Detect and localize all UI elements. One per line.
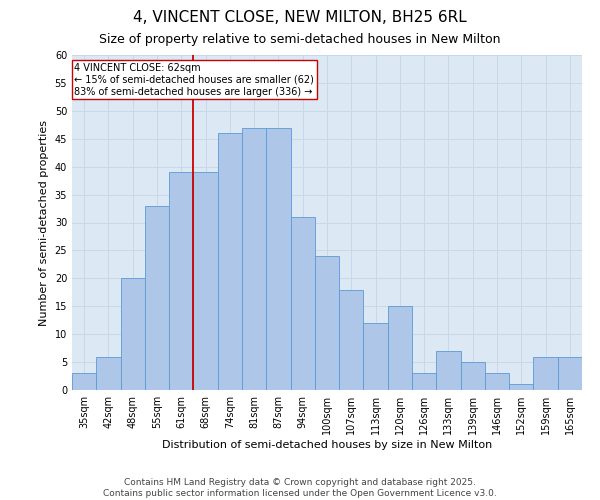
Text: 4 VINCENT CLOSE: 62sqm
← 15% of semi-detached houses are smaller (62)
83% of sem: 4 VINCENT CLOSE: 62sqm ← 15% of semi-det… <box>74 64 314 96</box>
Bar <box>315 256 339 390</box>
Text: Contains HM Land Registry data © Crown copyright and database right 2025.
Contai: Contains HM Land Registry data © Crown c… <box>103 478 497 498</box>
Bar <box>558 356 582 390</box>
Bar <box>339 290 364 390</box>
Bar <box>388 306 412 390</box>
Bar <box>533 356 558 390</box>
Bar <box>436 351 461 390</box>
Bar <box>218 133 242 390</box>
Bar <box>485 373 509 390</box>
Bar <box>461 362 485 390</box>
X-axis label: Distribution of semi-detached houses by size in New Milton: Distribution of semi-detached houses by … <box>162 440 492 450</box>
Bar <box>96 356 121 390</box>
Bar <box>412 373 436 390</box>
Bar <box>509 384 533 390</box>
Bar <box>364 323 388 390</box>
Bar <box>193 172 218 390</box>
Bar <box>121 278 145 390</box>
Bar <box>266 128 290 390</box>
Bar <box>290 217 315 390</box>
Bar <box>145 206 169 390</box>
Text: 4, VINCENT CLOSE, NEW MILTON, BH25 6RL: 4, VINCENT CLOSE, NEW MILTON, BH25 6RL <box>133 10 467 25</box>
Y-axis label: Number of semi-detached properties: Number of semi-detached properties <box>39 120 49 326</box>
Text: Size of property relative to semi-detached houses in New Milton: Size of property relative to semi-detach… <box>99 32 501 46</box>
Bar <box>169 172 193 390</box>
Bar <box>72 373 96 390</box>
Bar <box>242 128 266 390</box>
